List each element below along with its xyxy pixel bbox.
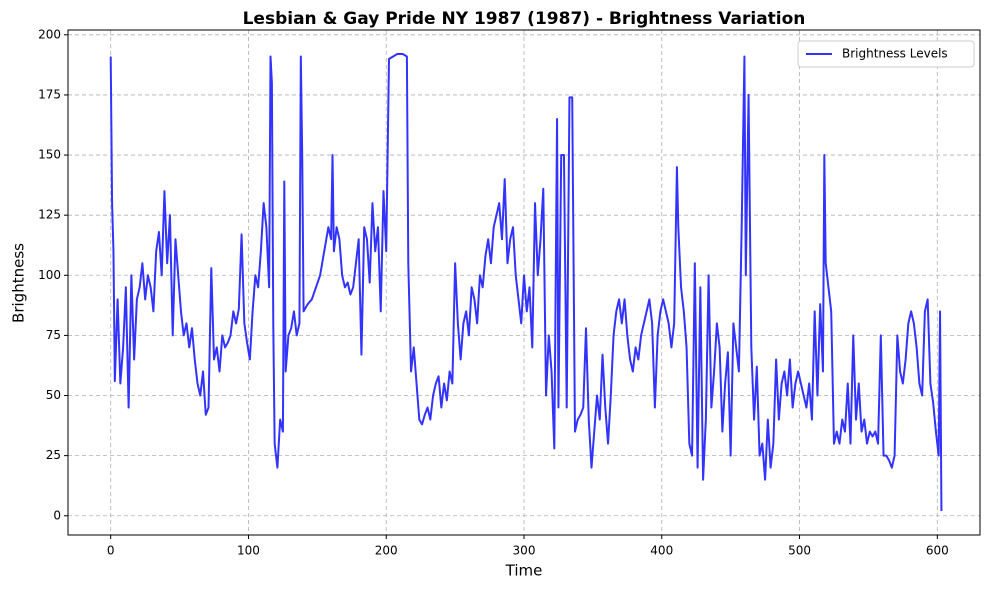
x-tick-label: 300 (513, 544, 536, 558)
y-tick-label: 25 (46, 448, 61, 462)
chart-title: Lesbian & Gay Pride NY 1987 (1987) - Bri… (243, 9, 806, 29)
x-axis-label: Time (505, 562, 543, 580)
y-tick-label: 200 (38, 27, 61, 41)
x-tick-label: 0 (107, 544, 115, 558)
y-tick-label: 50 (46, 388, 61, 402)
legend-label: Brightness Levels (842, 47, 948, 61)
x-tick-label: 500 (788, 544, 811, 558)
y-axis-label: Brightness (10, 243, 28, 323)
y-tick-label: 125 (38, 208, 61, 222)
y-tick-label: 0 (53, 508, 61, 522)
x-tick-label: 400 (650, 544, 673, 558)
y-tick-label: 175 (38, 87, 61, 101)
legend-box (797, 40, 975, 68)
y-tick-label: 100 (38, 268, 61, 282)
y-tick-label: 75 (46, 328, 61, 342)
y-tick-label: 150 (38, 148, 61, 162)
x-tick-label: 200 (375, 544, 398, 558)
data-line (109, 53, 943, 511)
x-tick-label: 600 (926, 544, 949, 558)
x-tick-label: 100 (237, 544, 260, 558)
